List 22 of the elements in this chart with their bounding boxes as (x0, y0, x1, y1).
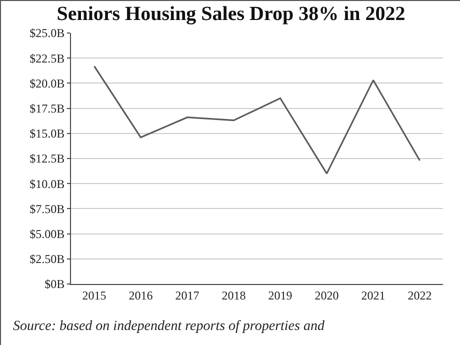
chart-title: Seniors Housing Sales Drop 38% in 2022 (56, 3, 406, 26)
y-tick-label: $15.0B (30, 126, 65, 141)
x-tick-label: 2018 (222, 288, 246, 302)
y-tick-label: $12.5B (30, 152, 65, 166)
line-series (93, 65, 421, 174)
source-note: Source: based on independent reports of properties and (13, 319, 326, 334)
x-tick-label: 2015 (82, 288, 106, 302)
x-tick-label: 2022 (408, 288, 432, 302)
x-tick-label: 2016 (128, 288, 153, 302)
y-tick-label: $22.5B (30, 51, 65, 66)
y-tick-label: $2.50B (30, 252, 65, 266)
x-tick-label: 2019 (268, 288, 292, 302)
y-tick-label: $25.0B (30, 26, 65, 40)
x-tick-label: 2017 (175, 288, 200, 302)
x-tick-label: 2020 (314, 288, 339, 302)
y-tick-label: $20.0B (30, 76, 65, 90)
y-tick-label: $0B (44, 277, 65, 292)
y-tick-label: $5.00B (30, 227, 65, 241)
y-tick-label: $7.50B (30, 202, 65, 216)
y-tick-label: $17.5B (30, 102, 65, 116)
x-tick-label: 2021 (361, 288, 386, 302)
y-tick-label: $10.0B (30, 176, 65, 191)
